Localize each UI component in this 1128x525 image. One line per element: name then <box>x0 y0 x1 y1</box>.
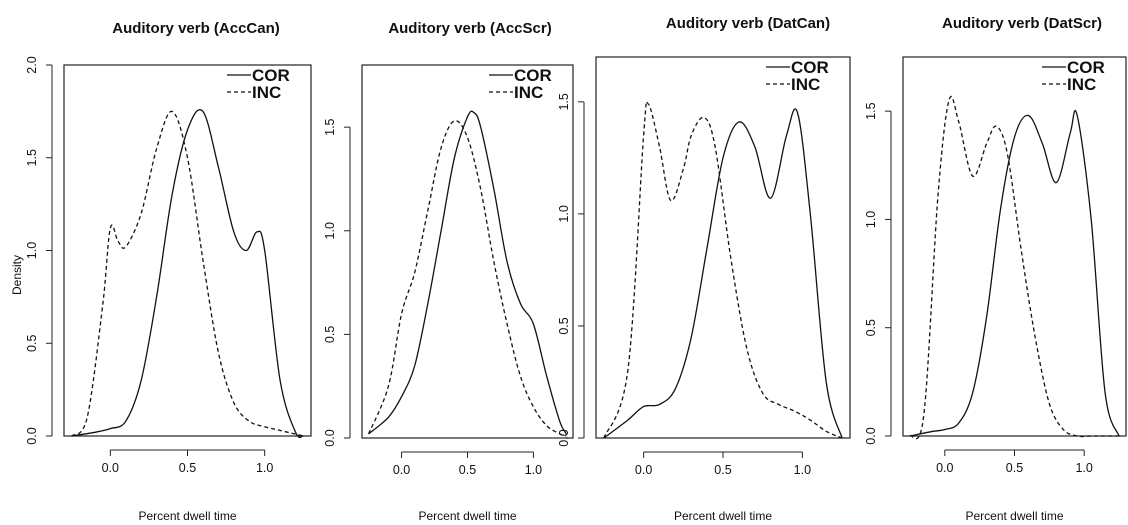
chart-title: Auditory verb (DatCan) <box>666 15 830 32</box>
y-tick-label: 0.5 <box>323 326 337 343</box>
chart-panel-4: Auditory verb (DatScr) 0.0 0.5 1.0 0.0 0.5 1.0… <box>864 15 1127 523</box>
y-tick-label: 1.0 <box>323 222 337 239</box>
legend-label-inc: INC <box>791 75 820 94</box>
y-tick-label: 0.0 <box>323 429 337 446</box>
series-line-inc <box>367 120 567 437</box>
x-tick-label: 1.0 <box>525 463 542 477</box>
chart-panel-3: Auditory verb (DatCan) 0.0 0.5 1.0 0.0 0.5 1.0… <box>557 15 851 523</box>
x-tick-label: 0.5 <box>1006 461 1023 475</box>
y-tick-label: 0.5 <box>864 319 878 336</box>
chart-title: Auditory verb (AccCan) <box>112 20 280 37</box>
y-tick-label: 1.5 <box>25 149 39 166</box>
series-line-cor <box>909 109 1120 437</box>
series-line-inc <box>71 110 304 437</box>
x-tick-label: 0.5 <box>179 461 196 475</box>
legend-label-cor: COR <box>514 66 552 85</box>
y-tick-label: 0.0 <box>25 427 39 444</box>
y-tick-label: 1.5 <box>557 93 571 110</box>
x-tick-label: 1.0 <box>794 463 811 477</box>
x-axis-label: Percent dwell time <box>965 509 1063 523</box>
y-tick-label: 1.0 <box>864 211 878 228</box>
plot-frame <box>902 56 1127 437</box>
x-tick-label: 0.0 <box>936 461 953 475</box>
x-tick-label: 0.0 <box>635 463 652 477</box>
y-tick-label: 0.0 <box>557 429 571 446</box>
x-tick-label: 0.5 <box>714 463 731 477</box>
series-line-inc <box>603 100 843 439</box>
y-tick-label: 2.0 <box>25 56 39 73</box>
x-tick-label: 0.0 <box>102 461 119 475</box>
y-tick-label: 0.5 <box>25 335 39 352</box>
x-axis-label: Percent dwell time <box>674 509 772 523</box>
x-tick-label: 1.0 <box>256 461 273 475</box>
x-axis-label: Percent dwell time <box>418 509 516 523</box>
y-tick-label: 0.5 <box>557 317 571 334</box>
x-tick-label: 0.0 <box>393 463 410 477</box>
x-axis-label: Percent dwell time <box>138 509 236 523</box>
y-tick-label: 1.0 <box>557 205 571 222</box>
series-line-inc <box>909 95 1119 440</box>
chart-panel-2: Auditory verb (AccScr) 0.0 0.5 1.0 0.0 0.5 1.0… <box>323 20 574 523</box>
legend-label-inc: INC <box>1067 75 1096 94</box>
series-line-cor <box>603 108 843 439</box>
y-tick-label: 1.0 <box>25 242 39 259</box>
chart-panel-1: Auditory verb (AccCan) 0.0 0.5 1.0 0.0 0.5 1.0… <box>10 20 312 523</box>
chart-title: Auditory verb (AccScr) <box>388 20 551 37</box>
plot-frame <box>63 64 312 437</box>
legend-label-cor: COR <box>1067 58 1105 77</box>
y-axis-label: Density <box>10 255 24 295</box>
legend-label-inc: INC <box>514 83 543 102</box>
x-tick-label: 0.5 <box>459 463 476 477</box>
x-tick-label: 1.0 <box>1075 461 1092 475</box>
legend-label-inc: INC <box>252 83 281 102</box>
y-tick-label: 1.5 <box>323 118 337 135</box>
plot-frame <box>361 64 574 439</box>
y-tick-label: 1.5 <box>864 102 878 119</box>
plot-frame <box>595 56 851 439</box>
legend-label-cor: COR <box>791 58 829 77</box>
chart-title: Auditory verb (DatScr) <box>942 15 1102 32</box>
series-line-cor <box>368 110 567 435</box>
y-tick-label: 0.0 <box>864 427 878 444</box>
legend-label-cor: COR <box>252 66 290 85</box>
series-line-cor <box>71 109 304 439</box>
